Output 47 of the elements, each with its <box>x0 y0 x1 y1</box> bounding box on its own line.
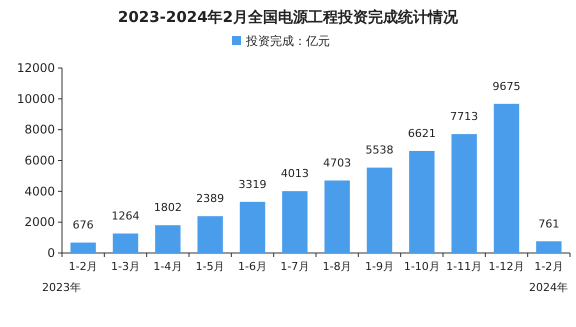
bar <box>197 216 223 253</box>
x-tick-label: 1-8月 <box>322 260 352 273</box>
x-tick-label: 1-11月 <box>446 260 482 273</box>
chart-title: 2023-2024年2月全国电源工程投资完成统计情况 <box>118 8 460 26</box>
x-tick-label: 1-2月 <box>68 260 98 273</box>
data-label: 4703 <box>323 156 352 170</box>
y-tick-label: 0 <box>47 246 55 260</box>
x-tick-label: 1-9月 <box>365 260 394 273</box>
data-label: 1264 <box>112 210 140 223</box>
bar <box>451 134 477 253</box>
x-tick-label: 1-5月 <box>196 260 225 273</box>
x-tick-label: 1-12月 <box>488 260 524 273</box>
bar <box>282 191 308 253</box>
y-tick-label: 8000 <box>24 122 55 137</box>
text: 2023年 <box>42 281 81 294</box>
x-tick-label: 1-4月 <box>153 260 182 273</box>
x-tick-label: 1-2月 <box>534 260 564 273</box>
data-label: 5538 <box>366 144 394 157</box>
bar <box>409 150 435 253</box>
x-tick-label: 1-7月 <box>280 260 310 273</box>
data-label: 4013 <box>280 167 309 180</box>
data-label: 7713 <box>450 110 478 124</box>
y-tick-label: 4000 <box>24 184 55 198</box>
data-label: 2389 <box>196 192 224 206</box>
data-label: 676 <box>72 218 94 232</box>
data-label: 6621 <box>408 126 436 140</box>
y-tick-label: 6000 <box>24 154 55 168</box>
y-tick-label: 2000 <box>24 215 55 230</box>
bar <box>494 104 520 253</box>
y-tick-label: 12000 <box>16 61 55 75</box>
x-tick-label: 1-10月 <box>404 260 440 273</box>
text: 2024年 <box>529 281 568 294</box>
bar <box>70 242 96 253</box>
bar <box>366 168 392 253</box>
bar <box>155 225 181 253</box>
bar <box>536 241 562 253</box>
legend-label: 投资完成：亿元 <box>245 34 330 48</box>
data-label: 3319 <box>238 178 266 191</box>
bar <box>112 234 138 253</box>
data-label: 9675 <box>492 80 520 93</box>
bar <box>240 202 266 253</box>
y-tick-label: 10000 <box>16 92 55 106</box>
bar <box>324 180 350 253</box>
x-tick-label: 1-6月 <box>238 260 267 273</box>
x-tick-label: 1-3月 <box>111 260 140 273</box>
data-label: 1802 <box>154 201 182 214</box>
data-label: 761 <box>538 217 560 230</box>
